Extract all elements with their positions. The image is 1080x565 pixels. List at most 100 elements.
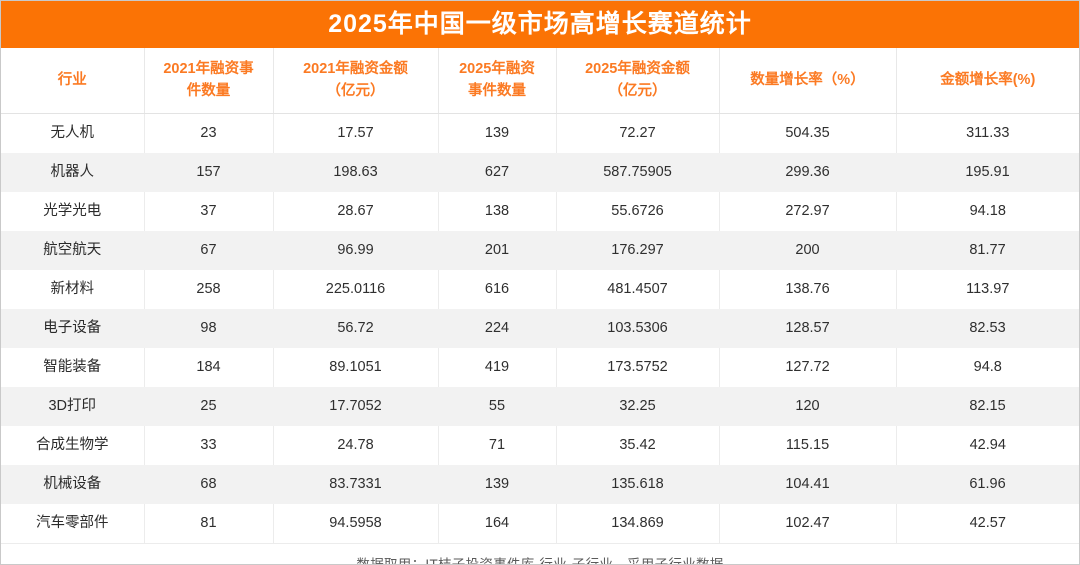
cell-amount-2021: 89.1051 bbox=[273, 348, 439, 387]
col-header-count-growth-line-0: 数量增长率（%） bbox=[750, 71, 865, 88]
table-header: 行业 2021年融资事 件数量 2021年融资金额 （亿元） 2025年融资 事… bbox=[1, 48, 1079, 114]
cell-events-2025: 139 bbox=[438, 113, 557, 153]
growth-sectors-table: 行业 2021年融资事 件数量 2021年融资金额 （亿元） 2025年融资 事… bbox=[1, 48, 1079, 543]
col-header-amount-2021-line-1: （亿元） bbox=[326, 82, 385, 99]
cell-amount-2025: 176.297 bbox=[556, 231, 719, 270]
table-footer: 数据取用：IT桔子投资事件库-行业-子行业，采用子行业数据 截止日期：2025年… bbox=[1, 543, 1079, 565]
table-row: 合成生物学 33 24.78 71 35.42 115.15 42.94 bbox=[1, 426, 1079, 465]
cell-amount-growth: 42.94 bbox=[896, 426, 1079, 465]
cell-events-2021: 157 bbox=[144, 153, 273, 192]
col-header-amount-growth-line-0: 金额增长率(%) bbox=[940, 71, 1036, 88]
table-row: 智能装备 184 89.1051 419 173.5752 127.72 94.8 bbox=[1, 348, 1079, 387]
footer-source-note: 数据取用：IT桔子投资事件库-行业-子行业，采用子行业数据 bbox=[356, 556, 724, 565]
cell-count-growth: 504.35 bbox=[719, 113, 897, 153]
cell-amount-2025: 134.869 bbox=[556, 504, 720, 543]
cell-amount-2021: 83.7331 bbox=[273, 465, 438, 504]
cell-amount-2025: 32.25 bbox=[556, 387, 719, 426]
col-header-events-2025: 2025年融资 事件数量 bbox=[438, 48, 557, 114]
cell-amount-growth: 94.18 bbox=[896, 192, 1079, 231]
cell-amount-2025: 481.4507 bbox=[556, 270, 720, 309]
cell-count-growth: 299.36 bbox=[719, 153, 896, 192]
page-title: 2025年中国一级市场高增长赛道统计 bbox=[328, 10, 752, 38]
cell-amount-2021: 17.57 bbox=[273, 113, 439, 153]
cell-events-2025: 164 bbox=[438, 504, 557, 543]
cell-amount-2025: 103.5306 bbox=[556, 309, 719, 348]
cell-industry: 机器人 bbox=[1, 153, 144, 192]
cell-events-2025: 138 bbox=[438, 192, 557, 231]
cell-amount-growth: 81.77 bbox=[896, 231, 1079, 270]
cell-amount-2021: 56.72 bbox=[273, 309, 438, 348]
cell-amount-2021: 28.67 bbox=[273, 192, 439, 231]
cell-events-2025: 627 bbox=[438, 153, 556, 192]
col-header-amount-2025-line-1: （亿元） bbox=[608, 82, 667, 99]
cell-industry: 智能装备 bbox=[1, 348, 145, 387]
cell-amount-growth: 42.57 bbox=[896, 504, 1079, 543]
cell-industry: 机械设备 bbox=[1, 465, 144, 504]
col-header-events-2021-line-0: 2021年融资事 bbox=[163, 61, 254, 78]
cell-events-2021: 98 bbox=[144, 309, 273, 348]
cell-events-2021: 68 bbox=[144, 465, 273, 504]
cell-events-2021: 258 bbox=[144, 270, 274, 309]
cell-events-2025: 224 bbox=[438, 309, 556, 348]
cell-amount-2021: 24.78 bbox=[273, 426, 439, 465]
cell-amount-2021: 94.5958 bbox=[273, 504, 439, 543]
cell-amount-2025: 72.27 bbox=[556, 113, 720, 153]
col-header-events-2025-line-0: 2025年融资 bbox=[459, 61, 535, 78]
cell-amount-2025: 135.618 bbox=[556, 465, 719, 504]
cell-amount-growth: 113.97 bbox=[896, 270, 1079, 309]
cell-amount-growth: 82.53 bbox=[896, 309, 1079, 348]
cell-amount-2025: 587.75905 bbox=[556, 153, 719, 192]
cell-events-2025: 139 bbox=[438, 465, 556, 504]
col-header-events-2021: 2021年融资事 件数量 bbox=[144, 48, 274, 114]
col-header-amount-2021: 2021年融资金额 （亿元） bbox=[273, 48, 439, 114]
cell-amount-2025: 35.42 bbox=[556, 426, 720, 465]
table-header-row: 行业 2021年融资事 件数量 2021年融资金额 （亿元） 2025年融资 事… bbox=[1, 48, 1079, 114]
cell-count-growth: 200 bbox=[719, 231, 896, 270]
cell-industry: 无人机 bbox=[1, 113, 145, 153]
cell-amount-2025: 173.5752 bbox=[556, 348, 720, 387]
table-row: 汽车零部件 81 94.5958 164 134.869 102.47 42.57 bbox=[1, 504, 1079, 543]
cell-events-2021: 33 bbox=[144, 426, 274, 465]
cell-amount-2021: 96.99 bbox=[273, 231, 438, 270]
table-row: 3D打印 25 17.7052 55 32.25 120 82.15 bbox=[1, 387, 1079, 426]
cell-count-growth: 102.47 bbox=[719, 504, 897, 543]
cell-industry: 新材料 bbox=[1, 270, 145, 309]
cell-events-2025: 201 bbox=[438, 231, 556, 270]
cell-amount-growth: 94.8 bbox=[896, 348, 1079, 387]
table-body: 无人机 23 17.57 139 72.27 504.35 311.33 机器人 157 198.… bbox=[1, 113, 1079, 543]
cell-industry: 航空航天 bbox=[1, 231, 144, 270]
cell-events-2025: 55 bbox=[438, 387, 556, 426]
col-header-events-2025-line-1: 事件数量 bbox=[468, 82, 526, 99]
col-header-industry: 行业 bbox=[1, 48, 145, 114]
cell-amount-2021: 198.63 bbox=[273, 153, 438, 192]
cell-count-growth: 128.57 bbox=[719, 309, 896, 348]
col-header-industry-line-0: 行业 bbox=[57, 71, 87, 88]
cell-events-2021: 81 bbox=[144, 504, 274, 543]
cell-count-growth: 272.97 bbox=[719, 192, 897, 231]
cell-amount-2021: 225.0116 bbox=[273, 270, 439, 309]
cell-industry: 合成生物学 bbox=[1, 426, 145, 465]
cell-events-2021: 25 bbox=[144, 387, 273, 426]
cell-industry: 电子设备 bbox=[1, 309, 144, 348]
cell-events-2025: 419 bbox=[438, 348, 557, 387]
table-row: 无人机 23 17.57 139 72.27 504.35 311.33 bbox=[1, 113, 1079, 153]
cell-events-2021: 67 bbox=[144, 231, 273, 270]
cell-amount-2021: 17.7052 bbox=[273, 387, 438, 426]
table-row: 航空航天 67 96.99 201 176.297 200 81.77 bbox=[1, 231, 1079, 270]
col-header-amount-2025-line-0: 2025年融资金额 bbox=[585, 61, 690, 78]
col-header-events-2021-line-1: 件数量 bbox=[186, 82, 231, 99]
cell-industry: 光学光电 bbox=[1, 192, 145, 231]
cell-amount-growth: 195.91 bbox=[896, 153, 1079, 192]
col-header-amount-growth: 金额增长率(%) bbox=[896, 48, 1079, 114]
cell-industry: 3D打印 bbox=[1, 387, 144, 426]
cell-count-growth: 127.72 bbox=[719, 348, 897, 387]
cell-events-2021: 37 bbox=[144, 192, 274, 231]
table-row: 电子设备 98 56.72 224 103.5306 128.57 82.53 bbox=[1, 309, 1079, 348]
cell-amount-growth: 311.33 bbox=[896, 113, 1079, 153]
cell-amount-growth: 61.96 bbox=[896, 465, 1079, 504]
table-row: 机械设备 68 83.7331 139 135.618 104.41 61.96 bbox=[1, 465, 1079, 504]
cell-events-2025: 616 bbox=[438, 270, 557, 309]
title-bar: 2025年中国一级市场高增长赛道统计 bbox=[1, 1, 1079, 48]
col-header-amount-2025: 2025年融资金额 （亿元） bbox=[556, 48, 720, 114]
